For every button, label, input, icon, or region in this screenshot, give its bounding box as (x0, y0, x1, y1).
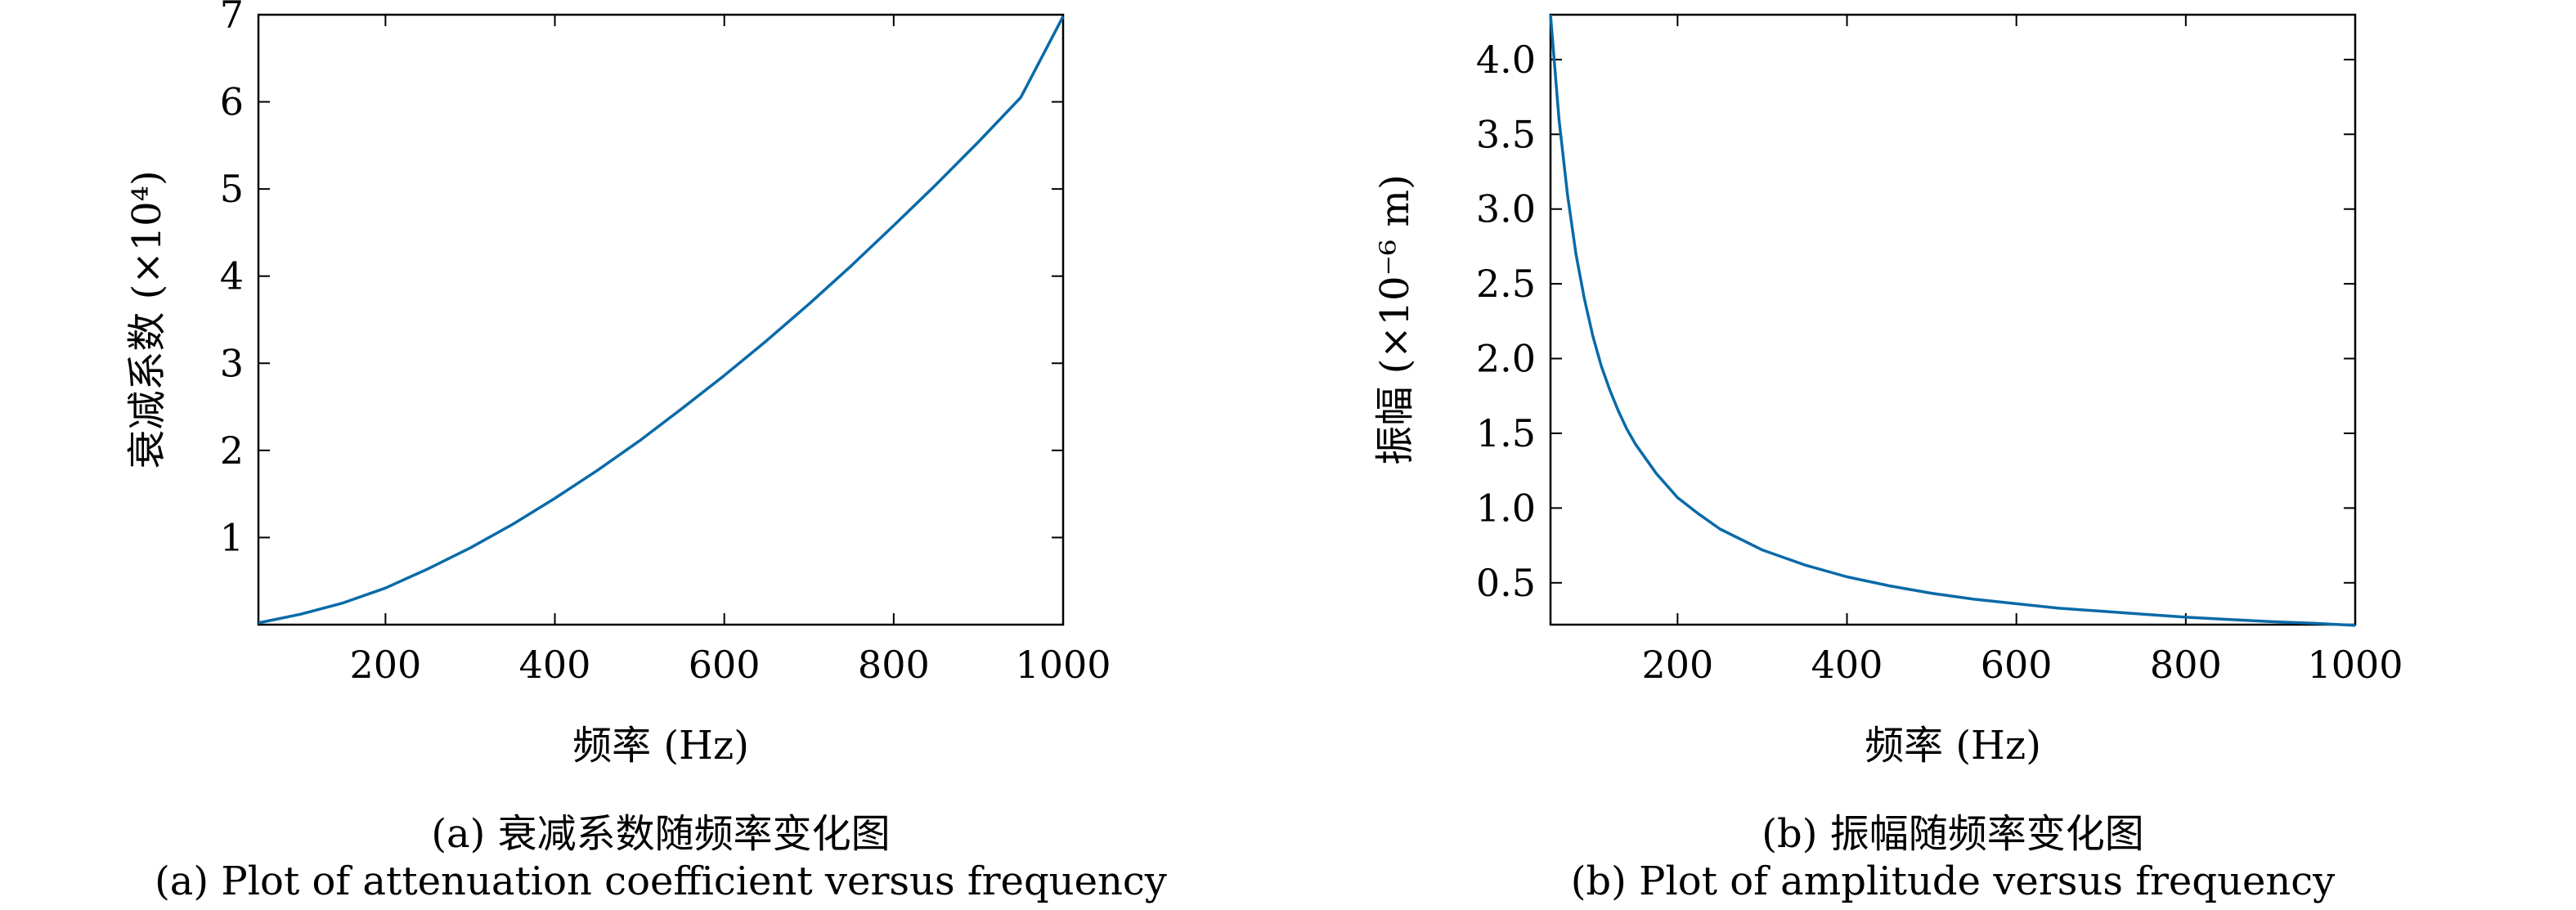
chart-b-ytick-label: 0.5 (1476, 561, 1536, 605)
chart-a-ytick-label: 6 (220, 80, 244, 124)
chart-a-series-line (258, 16, 1065, 625)
chart-b-xtick-label: 400 (1811, 643, 1883, 687)
chart-a-xtick-label: 800 (858, 643, 930, 687)
chart-a-xtick-label: 400 (519, 643, 591, 687)
chart-a-ytick-label: 5 (220, 167, 244, 211)
chart-b-xtick-label: 600 (1981, 643, 2053, 687)
chart-b-amplitude: 200 400 600 800 1000 0.5 1.0 1.5 2.0 2.5 3.0 3.5 4.0… (1372, 13, 2403, 769)
chart-b-caption-zh: (b) 振幅随频率变化图 (1761, 811, 2144, 857)
chart-b-xlabel: 频率 (Hz) (1865, 723, 2041, 769)
chart-a-ytick-label: 4 (220, 254, 244, 298)
chart-a-ylabel: 衰减系数 (×10⁴) (124, 170, 170, 468)
chart-a-xtick-label: 600 (689, 643, 761, 687)
chart-a-attenuation: 200 400 600 800 1000 1 2 3 4 5 6 7 频率 (Hz) 衰减系数 (×1… (124, 0, 1111, 769)
chart-a-caption-zh: (a) 衰减系数随频率变化图 (431, 811, 891, 857)
chart-a-plot-frame (257, 13, 1065, 626)
chart-a-xtick-label: 200 (349, 643, 421, 687)
chart-b-xtick-label: 1000 (2307, 643, 2403, 687)
chart-b-ytick-label: 2.0 (1476, 337, 1536, 381)
chart-b-ytick-label: 1.5 (1476, 411, 1536, 455)
chart-a-ytick-label: 2 (220, 428, 244, 473)
chart-b-caption-en: (b) Plot of amplitude versus frequency (1570, 858, 2336, 904)
chart-b-ytick-label: 3.0 (1476, 187, 1536, 231)
chart-a-xlabel: 频率 (Hz) (572, 723, 749, 769)
chart-b-ytick-label: 3.5 (1476, 112, 1536, 156)
chart-b-xtick-label: 800 (2150, 643, 2222, 687)
chart-a-ytick-label: 3 (220, 341, 244, 385)
chart-a-xtick-label: 1000 (1015, 643, 1111, 687)
chart-a-ytick-label: 1 (220, 515, 244, 559)
chart-a-ytick-label: 7 (220, 0, 244, 37)
chart-b-ylabel: 振幅 (×10⁻⁶ m) (1372, 174, 1418, 464)
chart-a-caption-en: (a) Plot of attenuation coefficient vers… (155, 858, 1167, 904)
chart-b-series-line (1549, 14, 2356, 627)
chart-b-ytick-label: 1.0 (1476, 486, 1536, 530)
chart-b-ytick-label: 2.5 (1476, 262, 1536, 306)
chart-b-ytick-label: 4.0 (1476, 38, 1536, 82)
chart-b-xtick-label: 200 (1641, 643, 1713, 687)
chart-b-plot-frame (1549, 13, 2357, 626)
